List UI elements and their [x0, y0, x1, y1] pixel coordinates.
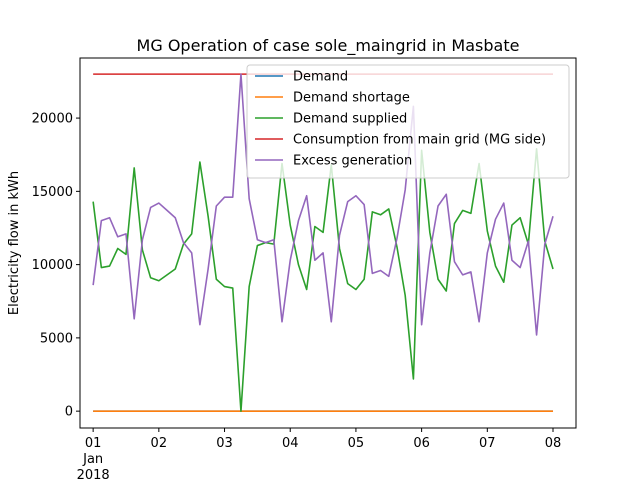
y-axis-label: Electricity flow in kWh — [7, 171, 22, 315]
x-tick-label: 06 — [413, 436, 430, 451]
x-tick-label: 08 — [545, 436, 562, 451]
series-line-2 — [92, 148, 554, 412]
series-line-4 — [92, 73, 554, 336]
x-tick-sublabel: Jan — [82, 452, 103, 467]
legend: Demand Demand shortage Demand supplied Cons… — [246, 64, 570, 179]
chart-title: MG Operation of case sole_maingrid in Ma… — [137, 36, 520, 56]
plot-frame — [79, 57, 577, 429]
legend-label: Demand shortage — [293, 91, 410, 106]
y-tick-label: 5000 — [40, 331, 73, 346]
y-tick-label: 20000 — [32, 112, 73, 127]
x-tick-label: 02 — [151, 436, 168, 451]
legend-label: Demand — [293, 70, 348, 85]
y-tick-label: 0 — [65, 405, 73, 420]
legend-label: Consumption from main grid (MG side) — [293, 133, 546, 148]
y-tick-label: 10000 — [32, 258, 73, 273]
x-tick-label: 05 — [348, 436, 365, 451]
x-tick-label: 07 — [479, 436, 496, 451]
axes-layer — [79, 57, 577, 429]
x-tick-label: 03 — [216, 436, 233, 451]
x-tick-label: 04 — [282, 436, 299, 451]
x-tick-sublabel: 2018 — [77, 468, 110, 480]
y-tick-label: 15000 — [32, 185, 73, 200]
legend-label: Excess generation — [293, 154, 412, 169]
ticks-layer: 0 5000 10000 15000 20000 01 02 03 04 05 06 07 08 Jan2… — [32, 112, 562, 480]
legend-label: Demand supplied — [293, 112, 407, 127]
legend-box — [246, 64, 570, 179]
x-tick-label: 01 — [85, 436, 102, 451]
